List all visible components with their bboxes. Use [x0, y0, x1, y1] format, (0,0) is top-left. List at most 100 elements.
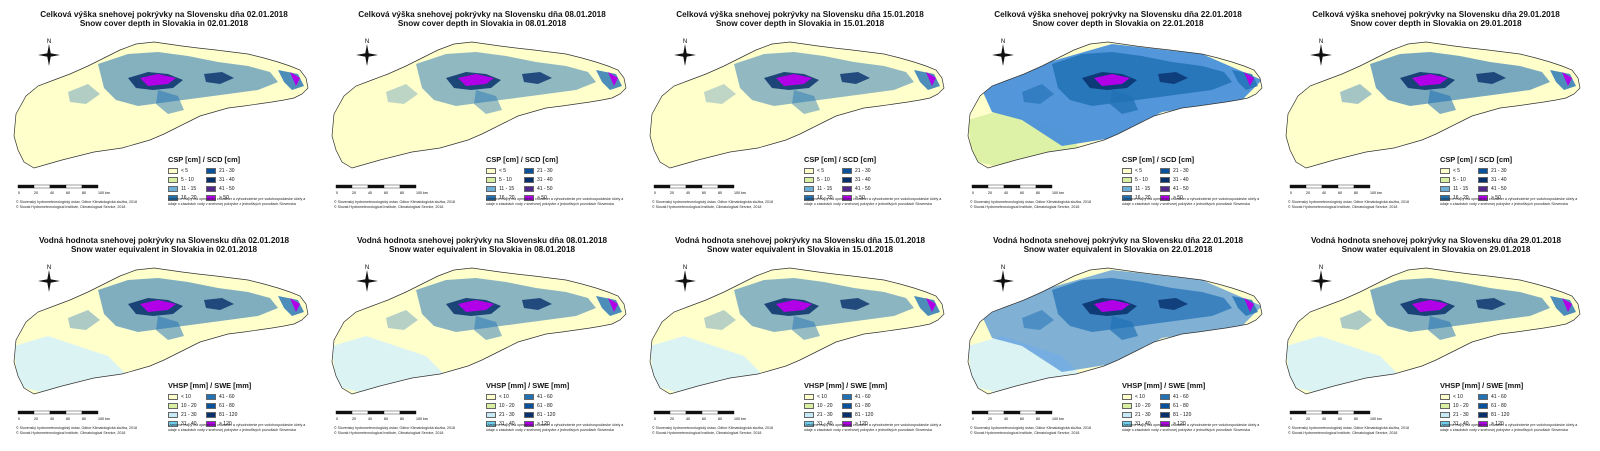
legend-label: 41 - 50: [219, 186, 235, 192]
map-panel: Celková výška snehovej pokrývky na Slove…: [8, 0, 320, 222]
north-arrow-icon: N: [992, 265, 1014, 292]
legend-title: VHSP [mm] / SWE [mm]: [486, 381, 570, 390]
legend-swatch: [524, 393, 534, 400]
scale-label: 60: [384, 417, 388, 421]
map-note: Uvedené mapy má operatívny charakter a v…: [1122, 197, 1260, 206]
map-title-en: Snow water equivalent in Slovakia in 15.…: [706, 245, 894, 254]
legend-label: 5 - 10: [817, 177, 830, 183]
credit-line: © Slovak Hydrometeorological Institute, …: [334, 204, 444, 209]
legend-label: 11 - 15: [1135, 186, 1151, 192]
legend-item: 41 - 50: [1478, 185, 1507, 193]
legend-item: 81 - 120: [1160, 411, 1191, 419]
legend-item: 10 - 20: [168, 402, 197, 410]
slovakia-map: [649, 41, 945, 169]
legend-item: 31 - 40: [168, 420, 197, 428]
legend-label: 61 - 80: [537, 403, 553, 409]
credit-line: © Slovenský hydrometeorologický ústav, O…: [1288, 200, 1410, 204]
map-note: Uvedené mapy má operatívny charakter a v…: [1122, 423, 1260, 432]
scale-label: 0: [654, 191, 656, 195]
legend-label: 31 - 40: [1173, 177, 1189, 183]
legend-swatch: [1160, 185, 1170, 192]
legend-item: > 120: [524, 420, 550, 428]
credit-line: © Slovak Hydrometeorological Institute, …: [1288, 204, 1398, 209]
map-title-en: Snow water equivalent in Slovakia in 02.…: [70, 245, 258, 254]
legend-swatch: [486, 420, 496, 427]
legend-item: > 50: [842, 194, 865, 202]
legend-item: 31 - 40: [1440, 420, 1469, 428]
credit-line: © Slovak Hydrometeorological Institute, …: [334, 430, 444, 435]
credits: © Slovenský hydrometeorologický ústav, O…: [1288, 426, 1448, 435]
scale-label: 60: [384, 191, 388, 195]
legend-item: 41 - 50: [206, 185, 235, 193]
north-arrow-icon: N: [1310, 39, 1332, 66]
scale-label: 100 km: [1052, 417, 1064, 421]
legend-swatch: [1478, 185, 1488, 192]
credit-line: © Slovak Hydrometeorological Institute, …: [970, 204, 1080, 209]
legend-title: CSP [cm] / SCD [cm]: [168, 155, 241, 164]
legend-swatch: [168, 185, 178, 192]
legend-swatch: [206, 411, 216, 418]
legend-label: 5 - 10: [1135, 177, 1148, 183]
map-note: Uvedené mapy má operatívny charakter a v…: [1440, 197, 1578, 206]
legend-label: 21 - 30: [1453, 412, 1469, 418]
legend-label: 21 - 30: [1491, 168, 1507, 174]
legend-item: 21 - 30: [168, 411, 197, 419]
legend-label: 61 - 80: [1491, 403, 1507, 409]
scale-label: 80: [1036, 417, 1040, 421]
legend-swatch: [206, 185, 216, 192]
map-panel: Vodná hodnota snehovej pokrývky na Slove…: [644, 226, 956, 448]
legend-item: < 10: [804, 393, 827, 401]
scale-label: 20: [352, 417, 356, 421]
legend-item: 10 - 20: [804, 402, 833, 410]
legend-item: < 5: [1440, 167, 1460, 175]
legend-swatch: [1478, 420, 1488, 427]
credit-line: © Slovak Hydrometeorological Institute, …: [652, 430, 762, 435]
legend-item: 61 - 80: [1160, 402, 1189, 410]
scale-label: 100 km: [734, 417, 746, 421]
map-title-en: Snow water equivalent in Slovakia in 08.…: [388, 245, 576, 254]
legend-swatch: [168, 167, 178, 174]
legend-label: 5 - 10: [1453, 177, 1466, 183]
scale-bar: 0 20 40 60 80 100 km: [335, 184, 428, 195]
north-arrow-icon: N: [38, 39, 60, 66]
scale-label: 80: [400, 191, 404, 195]
legend-title: VHSP [mm] / SWE [mm]: [1440, 381, 1524, 390]
scale-label: 60: [66, 191, 70, 195]
legend-label: 21 - 30: [1173, 168, 1189, 174]
legend-item: 5 - 10: [804, 176, 830, 184]
scale-label: 0: [1290, 417, 1292, 421]
map-panel: Vodná hodnota snehovej pokrývky na Slove…: [8, 226, 320, 448]
legend-label: < 5: [817, 168, 825, 174]
legend-title: CSP [cm] / SCD [cm]: [1440, 155, 1513, 164]
credit-line: © Slovenský hydrometeorologický ústav, O…: [16, 426, 138, 430]
north-arrow-icon: N: [674, 265, 696, 292]
map-panel: Celková výška snehovej pokrývky na Slove…: [962, 0, 1274, 222]
credit-line: © Slovenský hydrometeorologický ústav, O…: [334, 200, 456, 204]
slovakia-map: [1285, 41, 1581, 169]
legend-item: 31 - 40: [206, 176, 235, 184]
legend-item: 16 - 20: [1122, 194, 1151, 202]
credits: © Slovenský hydrometeorologický ústav, O…: [652, 200, 812, 209]
credits: © Slovenský hydrometeorologický ústav, O…: [970, 426, 1130, 435]
legend-swatch: [804, 420, 814, 427]
legend-title: CSP [cm] / SCD [cm]: [1122, 155, 1195, 164]
legend-item: < 10: [1122, 393, 1145, 401]
map-panel: Celková výška snehovej pokrývky na Slove…: [644, 0, 956, 222]
scale-label: 0: [336, 417, 338, 421]
legend-item: 16 - 20: [168, 194, 197, 202]
scale-label: 40: [368, 417, 372, 421]
scale-bar: 0 20 40 60 80 100 km: [971, 184, 1064, 195]
legend-label: 21 - 30: [219, 168, 235, 174]
legend-item: 5 - 10: [1440, 176, 1466, 184]
map-title-en: Snow water equivalent in Slovakia on 22.…: [1023, 245, 1213, 254]
legend-label: < 5: [1453, 168, 1461, 174]
map-title-en: Snow cover depth in Slovakia on 29.01.20…: [1350, 19, 1522, 28]
credit-line: © Slovenský hydrometeorologický ústav, O…: [1288, 426, 1410, 430]
north-label: N: [683, 39, 687, 45]
legend-label: 41 - 60: [855, 394, 871, 400]
legend-label: < 10: [817, 394, 827, 400]
legend-swatch: [524, 167, 534, 174]
legend-item: 41 - 50: [842, 185, 871, 193]
credit-line: © Slovak Hydrometeorological Institute, …: [16, 430, 126, 435]
legend-swatch: [804, 393, 814, 400]
